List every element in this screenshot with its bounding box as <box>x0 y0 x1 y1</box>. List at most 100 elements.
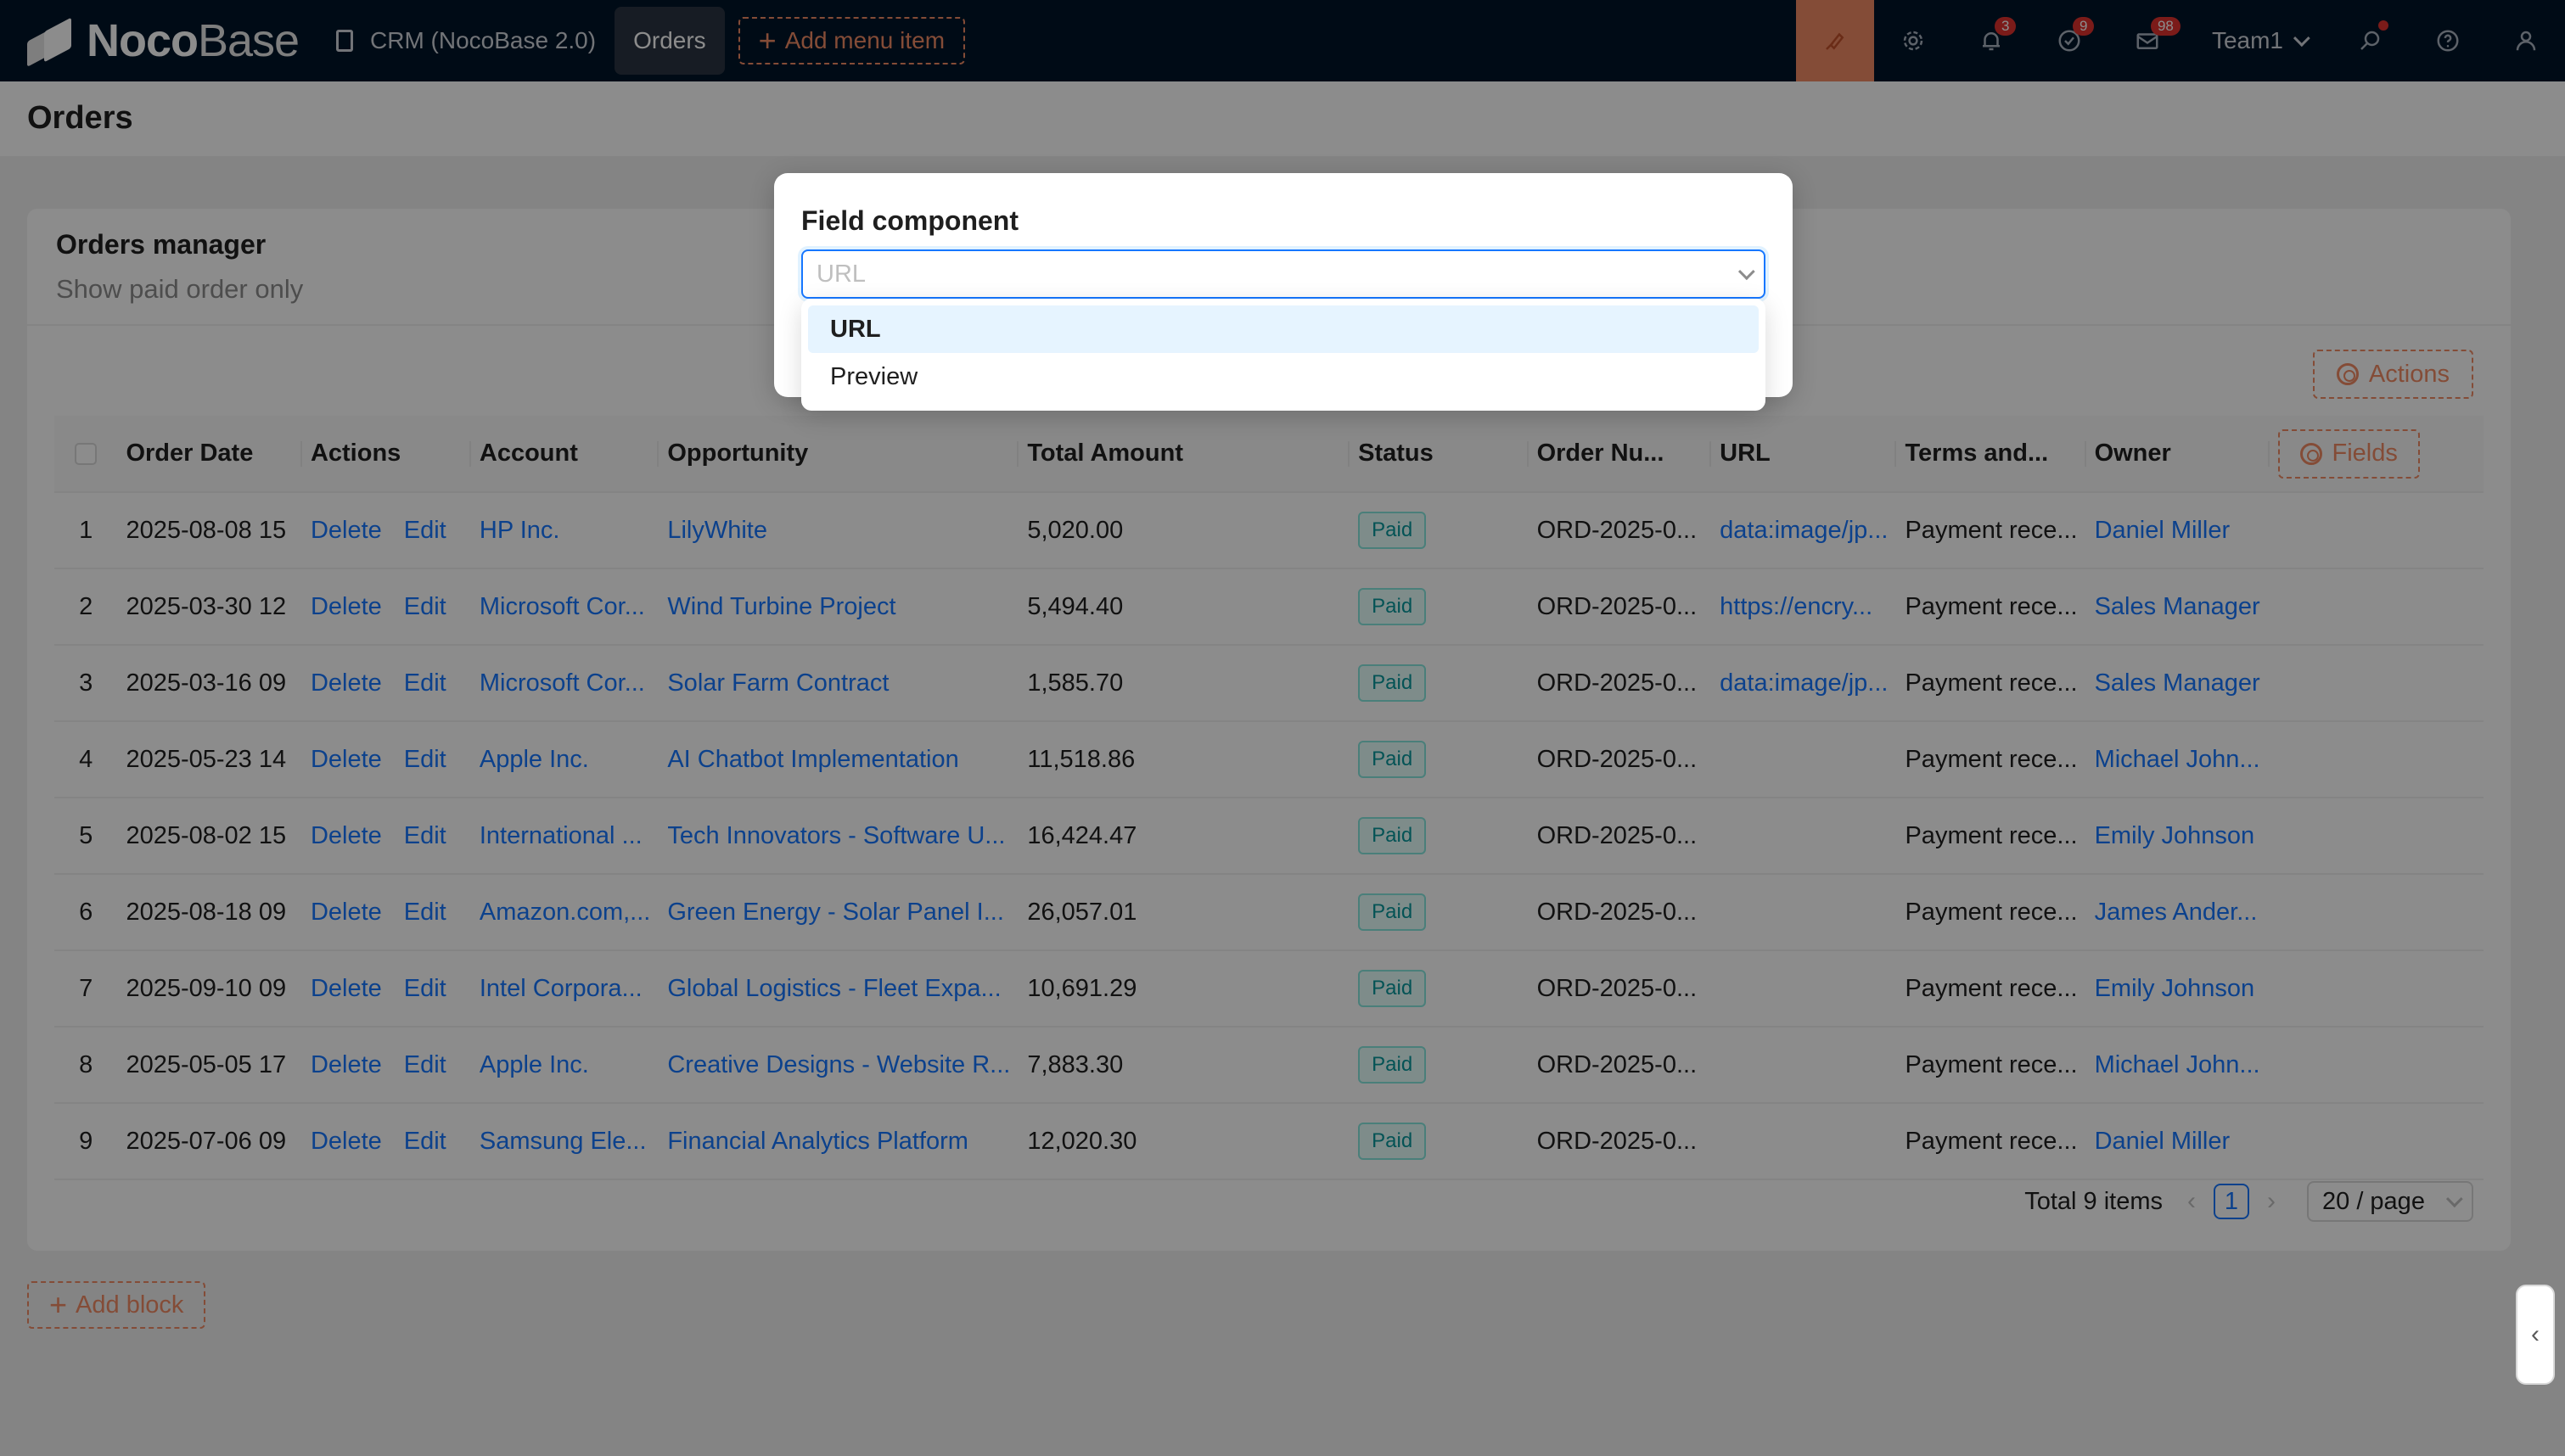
delete-link[interactable]: Delete <box>310 745 382 773</box>
edit-link[interactable]: Edit <box>403 516 446 544</box>
notifications-button[interactable]: 3 <box>1952 0 2030 81</box>
tasks-button[interactable]: 9 <box>2030 0 2108 81</box>
delete-link[interactable]: Delete <box>310 1127 382 1155</box>
column-header[interactable]: Status <box>1350 416 1529 493</box>
page-size-select[interactable]: 20 / page <box>2307 1181 2473 1222</box>
account-link[interactable]: Apple Inc. <box>470 1027 659 1104</box>
url-link[interactable] <box>1711 1103 1897 1180</box>
configure-actions-button[interactable]: Actions <box>2312 350 2473 399</box>
owner-link[interactable]: Sales Manager <box>2085 568 2270 646</box>
configure-fields-button[interactable]: Fields <box>2277 428 2420 479</box>
delete-link[interactable]: Delete <box>310 821 382 849</box>
url-link[interactable]: data:image/jp... <box>1711 645 1897 722</box>
url-link[interactable] <box>1711 798 1897 875</box>
row-index[interactable]: 8 <box>54 1027 118 1104</box>
ui-editor-button[interactable] <box>1795 0 1874 81</box>
opportunity-link[interactable]: LilyWhite <box>659 492 1019 569</box>
option-url[interactable]: URL <box>808 305 1759 353</box>
column-header[interactable]: Total Amount <box>1019 416 1350 493</box>
url-link[interactable] <box>1711 950 1897 1028</box>
url-link[interactable] <box>1711 1027 1897 1104</box>
menu-item-orders[interactable]: Orders <box>615 7 725 75</box>
row-index[interactable]: 2 <box>54 568 118 646</box>
opportunity-link[interactable]: Green Energy - Solar Panel I... <box>659 874 1019 951</box>
row-index[interactable]: 6 <box>54 874 118 951</box>
team-switcher[interactable]: Team1 <box>2186 0 2331 81</box>
row-index[interactable]: 4 <box>54 721 118 798</box>
column-header[interactable]: Order Date <box>117 416 302 493</box>
owner-link[interactable]: James Ander... <box>2085 874 2270 951</box>
delete-link[interactable]: Delete <box>310 669 382 697</box>
account-link[interactable]: Amazon.com,... <box>470 874 659 951</box>
menu-item-crm[interactable]: CRM (NocoBase 2.0) <box>317 7 615 75</box>
owner-link[interactable]: Michael John... <box>2085 721 2270 798</box>
column-header[interactable]: URL <box>1711 416 1897 493</box>
field-component-select[interactable]: URL <box>801 249 1765 299</box>
edit-link[interactable]: Edit <box>403 592 446 620</box>
opportunity-link[interactable]: Tech Innovators - Software U... <box>659 798 1019 875</box>
column-header[interactable]: Actions <box>301 416 471 493</box>
opportunity-link[interactable]: Financial Analytics Platform <box>659 1103 1019 1180</box>
select-all-checkbox[interactable] <box>75 442 98 465</box>
edit-link[interactable]: Edit <box>403 745 446 773</box>
opportunity-link[interactable]: AI Chatbot Implementation <box>659 721 1019 798</box>
collapse-panel-handle[interactable]: ‹ <box>2516 1285 2555 1385</box>
column-header[interactable]: Opportunity <box>659 416 1019 493</box>
owner-link[interactable]: Emily Johnson <box>2085 798 2270 875</box>
notification-badge: 3 <box>1994 17 2017 36</box>
edit-link[interactable]: Edit <box>403 821 446 849</box>
delete-link[interactable]: Delete <box>310 898 382 926</box>
user-menu-button[interactable] <box>2487 0 2565 81</box>
option-preview[interactable]: Preview <box>830 362 918 390</box>
delete-link[interactable]: Delete <box>310 516 382 544</box>
column-header[interactable]: Terms and... <box>1896 416 2086 493</box>
account-link[interactable]: Intel Corpora... <box>470 950 659 1028</box>
url-link[interactable] <box>1711 721 1897 798</box>
edit-link[interactable]: Edit <box>403 898 446 926</box>
settings-button[interactable] <box>1874 0 1952 81</box>
account-link[interactable]: Microsoft Cor... <box>470 568 659 646</box>
opportunity-link[interactable]: Wind Turbine Project <box>659 568 1019 646</box>
messages-button[interactable]: 98 <box>2108 0 2186 81</box>
edit-link[interactable]: Edit <box>403 669 446 697</box>
row-index[interactable]: 5 <box>54 798 118 875</box>
edit-link[interactable]: Edit <box>403 1050 446 1078</box>
opportunity-link[interactable]: Solar Farm Contract <box>659 645 1019 722</box>
prev-page-icon[interactable]: ‹ <box>2187 1187 2196 1215</box>
url-link[interactable]: https://encry... <box>1711 568 1897 646</box>
opportunity-link[interactable]: Global Logistics - Fleet Expa... <box>659 950 1019 1028</box>
delete-link[interactable]: Delete <box>310 592 382 620</box>
next-page-icon[interactable]: › <box>2267 1187 2276 1215</box>
search-button[interactable] <box>2331 0 2409 81</box>
edit-link[interactable]: Edit <box>403 1127 446 1155</box>
delete-link[interactable]: Delete <box>310 1050 382 1078</box>
account-link[interactable]: Apple Inc. <box>470 721 659 798</box>
column-header[interactable]: Order Nu... <box>1528 416 1712 493</box>
row-index[interactable]: 1 <box>54 492 118 569</box>
row-index[interactable]: 9 <box>54 1103 118 1180</box>
owner-link[interactable]: Michael John... <box>2085 1027 2270 1104</box>
account-link[interactable]: HP Inc. <box>470 492 659 569</box>
help-button[interactable] <box>2409 0 2487 81</box>
owner-link[interactable]: Emily Johnson <box>2085 950 2270 1028</box>
owner-link[interactable]: Daniel Miller <box>2085 492 2270 569</box>
delete-link[interactable]: Delete <box>310 974 382 1002</box>
status-cell: Paid <box>1350 1027 1529 1104</box>
url-link[interactable]: data:image/jp... <box>1711 492 1897 569</box>
row-index[interactable]: 7 <box>54 950 118 1028</box>
opportunity-link[interactable]: Creative Designs - Website R... <box>659 1027 1019 1104</box>
add-menu-item-button[interactable]: + Add menu item <box>738 17 966 64</box>
add-block-button[interactable]: + Add block <box>27 1281 206 1329</box>
account-link[interactable]: International ... <box>470 798 659 875</box>
url-link[interactable] <box>1711 874 1897 951</box>
column-header[interactable]: Account <box>470 416 659 493</box>
row-index[interactable]: 3 <box>54 645 118 722</box>
owner-link[interactable]: Daniel Miller <box>2085 1103 2270 1180</box>
orders-table-block: Orders manager Show paid order only Acti… <box>27 209 2511 1251</box>
edit-link[interactable]: Edit <box>403 974 446 1002</box>
column-header[interactable]: Owner <box>2085 416 2270 493</box>
account-link[interactable]: Microsoft Cor... <box>470 645 659 722</box>
owner-link[interactable]: Sales Manager <box>2085 645 2270 722</box>
page-number[interactable]: 1 <box>2214 1184 2249 1219</box>
account-link[interactable]: Samsung Ele... <box>470 1103 659 1180</box>
